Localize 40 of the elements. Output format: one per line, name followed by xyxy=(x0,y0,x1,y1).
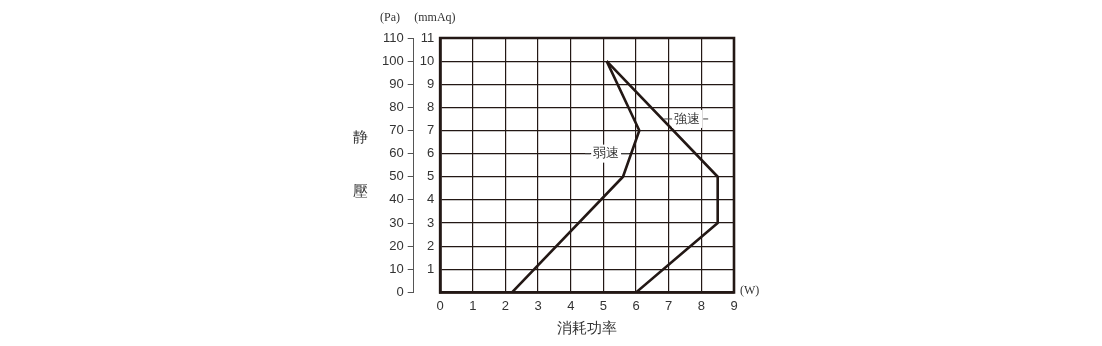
x-tick-label: 5 xyxy=(599,297,608,313)
x-tick-label: 9 xyxy=(730,297,738,313)
y2-tick-label: 10 xyxy=(419,52,435,68)
y2-tick-label: 9 xyxy=(426,75,435,91)
y-tick-label: 60 xyxy=(389,145,404,161)
y2-tick-label: 1 xyxy=(426,260,435,276)
y2-tick-label: 5 xyxy=(426,168,435,184)
y-tick-label: 40 xyxy=(389,191,404,207)
y2-tick-label: 7 xyxy=(426,122,435,138)
y2-axis-title: (mmAq) xyxy=(414,10,456,25)
text: 静壓 xyxy=(352,128,368,200)
text: (Pa) xyxy=(380,10,400,25)
y2-tick-label: 6 xyxy=(426,145,435,161)
y-tick-label: 100 xyxy=(381,52,404,68)
y-tick-label: 70 xyxy=(389,122,404,138)
y2-tick-label: 3 xyxy=(426,214,435,230)
y2-tick-label: 8 xyxy=(426,98,435,114)
y2-tick-label: 11 xyxy=(420,29,435,45)
x-tick-label: 8 xyxy=(697,297,705,313)
y2-tick-label: 2 xyxy=(426,237,435,253)
x-tick-label: 2 xyxy=(501,297,510,313)
x-axis-title: 消耗功率 xyxy=(557,319,618,337)
y2-tick-label: 4 xyxy=(426,191,435,207)
x-tick-label: 4 xyxy=(567,297,575,313)
x-tick-label: 1 xyxy=(469,297,477,313)
x-tick-label: 7 xyxy=(665,297,673,313)
series-label: 強速 xyxy=(674,110,701,126)
x-tick-label: 6 xyxy=(632,297,640,313)
y-tick-label: 20 xyxy=(389,237,404,253)
text: (W) xyxy=(740,282,760,297)
y-tick-label: 0 xyxy=(396,283,404,299)
x-tick-label: 0 xyxy=(436,297,444,313)
y-tick-label: 10 xyxy=(389,260,404,276)
y-tick-label: 80 xyxy=(389,98,404,114)
x-tick-label: 3 xyxy=(534,297,542,313)
y-tick-label: 110 xyxy=(382,29,404,45)
y-tick-label: 50 xyxy=(389,168,404,184)
y-tick-label: 90 xyxy=(389,75,404,91)
y-tick-label: 30 xyxy=(389,214,404,230)
series-label: 弱速 xyxy=(593,145,620,161)
